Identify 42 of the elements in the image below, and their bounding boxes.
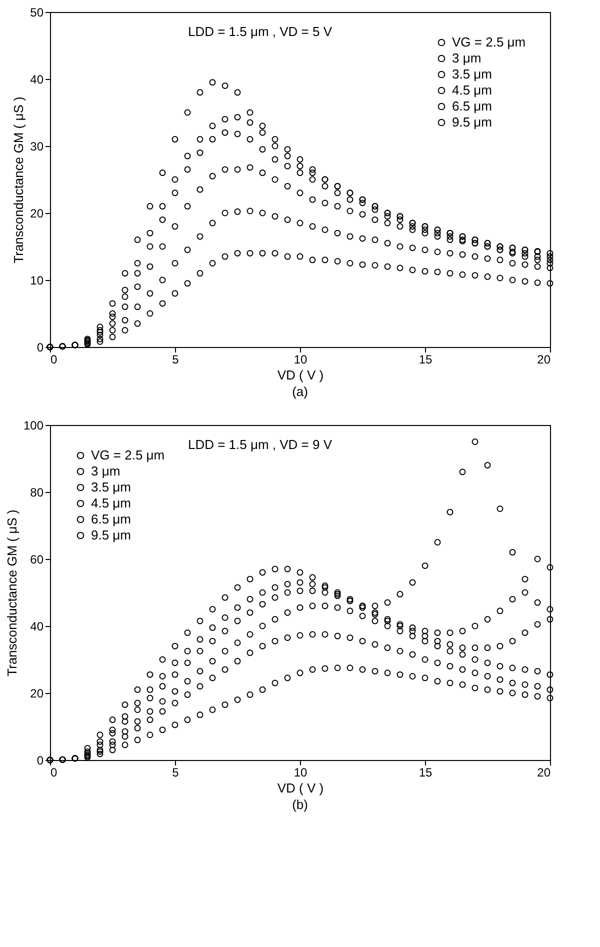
x-tick-label: 20 xyxy=(537,766,551,780)
y-tick-label: 60 xyxy=(30,552,44,566)
x-tick-label: 5 xyxy=(172,766,180,780)
annotation: LDD = 1.5 μm , VD = 9 V xyxy=(188,437,332,452)
text: (b) xyxy=(292,797,308,812)
legend-label: 3.5 μm xyxy=(91,480,132,494)
legend-label: 3.5 μm xyxy=(452,66,492,82)
x-tick-label: 0 xyxy=(50,766,58,780)
y-tick-label: 100 xyxy=(23,418,44,432)
legend-label: 3 μm xyxy=(452,50,482,66)
text: (a) xyxy=(292,384,308,399)
y-tick-label: 50 xyxy=(30,6,44,20)
y-tick-label: 20 xyxy=(30,686,44,700)
x-tick-label: 10 xyxy=(294,352,308,366)
y-tick-label: 30 xyxy=(30,140,44,154)
y-tick-label: 80 xyxy=(30,486,44,500)
legend-label: 9.5 μm xyxy=(452,114,492,130)
legend-label: 4.5 μm xyxy=(452,82,492,98)
y-tick-label: 10 xyxy=(30,274,44,288)
y-tick-label: 0 xyxy=(36,754,44,768)
x-axis-title: VD ( V ) xyxy=(277,368,324,382)
x-tick-label: 15 xyxy=(418,352,432,366)
legend-label: 6.5 μm xyxy=(452,98,492,114)
legend-label: 9.5 μm xyxy=(91,528,132,542)
y-tick-label: 40 xyxy=(30,72,44,86)
x-tick-label: 5 xyxy=(172,352,180,366)
x-tick-label: 15 xyxy=(418,766,432,780)
legend-label: 3 μm xyxy=(91,464,120,478)
x-axis-title: VD ( V ) xyxy=(277,780,324,796)
legend-label: VG = 2.5 μm xyxy=(452,34,526,50)
y-tick-label: 40 xyxy=(30,620,44,634)
x-tick-label: 20 xyxy=(537,352,551,366)
legend-label: VG = 2.5 μm xyxy=(91,448,165,462)
legend-label: 4.5 μm xyxy=(91,496,132,510)
x-tick-label: 10 xyxy=(294,766,308,780)
y-axis-title: Transconductance GM ( μS ) xyxy=(11,96,26,264)
y-tick-label: 20 xyxy=(30,206,44,220)
legend-label: 6.5 μm xyxy=(91,512,132,526)
y-axis-title: Transconductance GM ( μS ) xyxy=(4,510,20,676)
y-tick-label: 0 xyxy=(36,340,44,354)
x-tick-label: 0 xyxy=(50,352,58,366)
annotation: LDD = 1.5 μm , VD = 5 V xyxy=(188,24,332,39)
